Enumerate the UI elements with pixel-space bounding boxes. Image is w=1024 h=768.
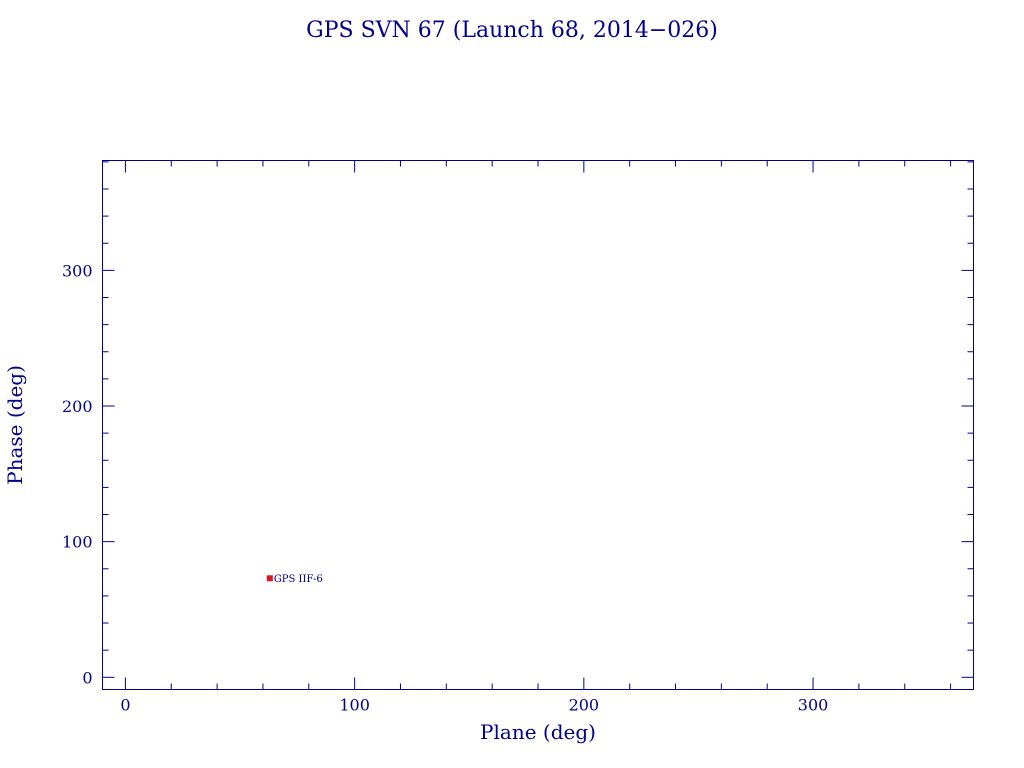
y-tick-labels: 0 100 200 300 <box>62 261 93 687</box>
y-tick-label: 0 <box>82 668 92 687</box>
data-point-marker <box>266 575 273 582</box>
axis-ticks <box>102 160 974 690</box>
y-tick-label: 300 <box>62 261 93 280</box>
x-tick-label: 200 <box>569 696 600 715</box>
x-tick-label: 0 <box>120 696 130 715</box>
data-points: GPS IIF-6 <box>266 574 323 585</box>
x-tick-labels: 0 100 200 300 <box>120 696 828 715</box>
data-point-label: GPS IIF-6 <box>274 574 323 585</box>
plot-frame <box>102 160 974 690</box>
y-tick-label: 200 <box>62 397 93 416</box>
x-axis-label: Plane (deg) <box>480 720 596 744</box>
chart-title: GPS SVN 67 (Launch 68, 2014−026) <box>306 18 718 43</box>
y-axis-label: Phase (deg) <box>3 365 27 485</box>
x-tick-label: 300 <box>798 696 829 715</box>
y-tick-label: 100 <box>62 533 93 552</box>
x-tick-label: 100 <box>339 696 370 715</box>
